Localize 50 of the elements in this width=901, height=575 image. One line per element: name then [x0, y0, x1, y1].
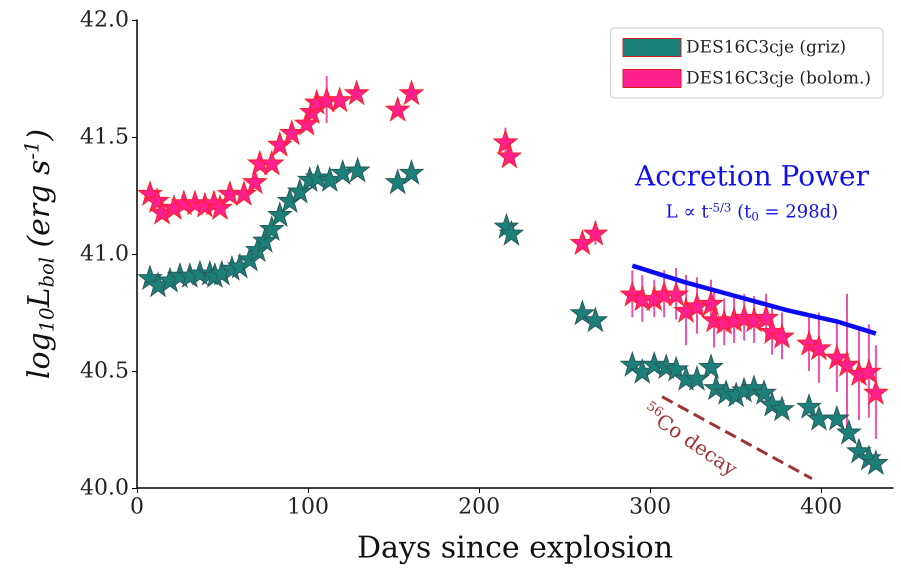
point: [754, 305, 778, 330]
point: [252, 228, 277, 252]
y-tick-label: 40.0: [80, 476, 129, 500]
point: [699, 291, 724, 316]
point: [499, 220, 524, 245]
point: [260, 216, 284, 240]
point: [583, 308, 608, 332]
point: [400, 160, 424, 184]
x-tick-label: 100: [287, 494, 330, 520]
y-tick-label: 40.5: [80, 358, 129, 384]
legend-label: DES16C3cje (bolom.): [686, 68, 872, 88]
point: [699, 354, 724, 378]
point: [386, 96, 410, 121]
x-tick-label: 0: [130, 494, 144, 520]
y-tick-label: 41.5: [80, 124, 129, 150]
point: [806, 336, 831, 360]
point: [346, 158, 370, 182]
x-tick-label: 400: [800, 494, 842, 520]
annotation: Accretion Power: [634, 160, 870, 192]
x-tick-label: 300: [629, 494, 672, 520]
point: [864, 450, 888, 474]
point: [583, 220, 608, 245]
legend-label: DES16C3cje (griz): [686, 38, 846, 58]
line-series: [630, 263, 878, 336]
point: [260, 150, 284, 175]
point: [268, 132, 292, 156]
point: [770, 324, 794, 348]
point: [797, 394, 822, 418]
point: [328, 88, 352, 112]
point: [288, 178, 312, 203]
y-tick-label: 41.0: [80, 242, 129, 266]
point: [856, 359, 881, 383]
point: [864, 380, 888, 404]
point: [268, 202, 292, 226]
point: [570, 300, 594, 324]
point: [752, 380, 776, 404]
y-axis-title: log10Lbol (erg s-1): [20, 128, 58, 380]
x-tick-label: 200: [458, 494, 500, 520]
point: [824, 406, 849, 430]
point: [770, 396, 794, 420]
point: [684, 366, 709, 390]
point: [497, 144, 522, 168]
y-tick-label: 42.0: [80, 8, 129, 32]
point: [664, 282, 688, 306]
point: [400, 80, 424, 105]
point: [344, 80, 369, 105]
x-axis-title: Days since explosion: [356, 530, 674, 566]
point: [836, 420, 861, 444]
point: [232, 181, 256, 206]
point: [208, 195, 232, 220]
